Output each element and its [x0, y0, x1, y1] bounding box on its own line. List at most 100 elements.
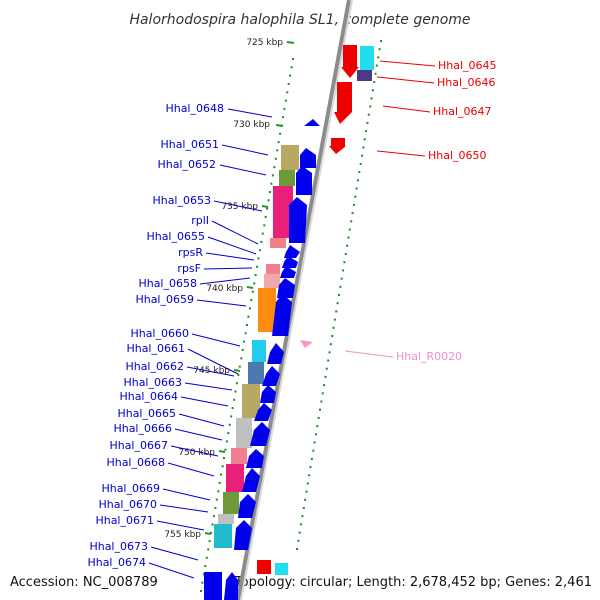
track-dot: [208, 540, 211, 543]
forward-gene-label[interactable]: Hhal_0674: [87, 556, 146, 569]
track-dot: [200, 590, 202, 592]
track-dot: [263, 224, 266, 227]
label-leader-line: [205, 252, 255, 261]
inner-dotted-track: [200, 58, 294, 592]
track-dot: [217, 490, 220, 493]
forward-gene-label[interactable]: Hhal_0673: [89, 540, 148, 553]
reverse-gene-label[interactable]: Hhal_0650: [428, 149, 487, 162]
forward-gene-label[interactable]: Hhal_0662: [125, 360, 184, 373]
track-dot: [261, 232, 264, 235]
forward-gene-label[interactable]: Hhal_0669: [101, 482, 160, 495]
reverse-gene-hhal-0650[interactable]: [329, 138, 346, 154]
track-dot: [234, 390, 237, 393]
forward-gene-block-2[interactable]: [258, 245, 300, 336]
forward-gene-hhal-0648[interactable]: [304, 119, 320, 126]
forward-gene-label[interactable]: rpsR: [178, 246, 203, 259]
track-dot: [333, 318, 336, 321]
outer-dotted-track: [296, 40, 382, 550]
forward-gene-label[interactable]: Hhal_0651: [160, 138, 219, 151]
label-leader-line: [221, 144, 269, 156]
track-dot: [205, 556, 208, 559]
track-dot: [313, 441, 316, 444]
track-dot: [369, 105, 372, 108]
reverse-gene-label[interactable]: Hhal_0645: [438, 59, 497, 72]
track-dot: [244, 332, 247, 335]
track-dot: [204, 565, 207, 568]
forward-gene-label[interactable]: rpsF: [177, 262, 201, 275]
track-dot: [329, 343, 332, 346]
track-dot: [214, 506, 217, 509]
ruler-label: 740 kbp: [206, 284, 243, 294]
forward-gene-label[interactable]: Hhal_0663: [123, 376, 182, 389]
label-leader-line: [186, 366, 235, 377]
label-leader-line: [178, 413, 225, 427]
track-dot: [240, 357, 243, 360]
label-leader-line: [191, 333, 241, 347]
track-dot: [327, 359, 330, 362]
forward-gene-label[interactable]: Hhal_0660: [130, 327, 189, 340]
forward-gene-label[interactable]: Hhal_0648: [165, 102, 224, 115]
label-leader-line: [187, 348, 239, 375]
forward-gene-block-3[interactable]: [214, 340, 284, 550]
forward-gene-label[interactable]: Hhal_0659: [135, 293, 194, 306]
forward-gene-label[interactable]: Hhal_0665: [117, 407, 176, 420]
reverse-gene-label[interactable]: Hhal_0647: [433, 105, 492, 118]
forward-gene-label[interactable]: Hhal_0664: [119, 390, 178, 403]
rna-gene-hhal-r0020[interactable]: [300, 340, 313, 348]
track-dot: [212, 515, 215, 518]
ruler-label: 755 kbp: [164, 530, 201, 540]
forward-gene-label[interactable]: Hhal_0670: [98, 498, 157, 511]
ruler-label: 745 kbp: [193, 366, 230, 376]
track-dot: [317, 416, 320, 419]
track-dot: [319, 408, 321, 411]
track-dot: [225, 440, 228, 443]
label-leader-line: [196, 299, 247, 307]
forward-gene-label[interactable]: Hhal_0655: [146, 230, 205, 243]
track-dot: [305, 490, 308, 493]
forward-gene-label[interactable]: Hhal_0668: [106, 456, 165, 469]
forward-gene-label[interactable]: Hhal_0667: [109, 439, 168, 452]
forward-gene-label[interactable]: Hhal_0658: [138, 277, 197, 290]
track-dot: [286, 91, 289, 94]
forward-gene-block-1[interactable]: [270, 145, 316, 248]
track-dot: [320, 400, 323, 403]
reverse-gene-hhal-0645[interactable]: [341, 45, 374, 81]
label-leader-line: [207, 236, 257, 255]
ruler-tick-755: 755 kbp: [164, 530, 212, 540]
reverse-gene-hhal-0647[interactable]: [334, 82, 352, 124]
forward-gene-label[interactable]: Hhal_0666: [113, 422, 172, 435]
reverse-gene-label[interactable]: Hhal_0646: [437, 76, 496, 89]
track-dot: [254, 274, 257, 277]
rna-gene-label[interactable]: Hhal_R0020: [396, 350, 462, 363]
forward-gene-label[interactable]: Hhal_0653: [152, 194, 211, 207]
track-dot: [300, 523, 303, 526]
track-dot: [375, 64, 378, 67]
forward-gene-label[interactable]: Hhal_0671: [95, 514, 154, 527]
track-dot: [243, 340, 246, 343]
track-dot: [354, 195, 357, 198]
map-title: Halorhodospira halophila SL1, complete g…: [129, 12, 470, 28]
track-dot: [247, 315, 250, 318]
forward-gene-label[interactable]: Hhal_0661: [126, 342, 185, 355]
track-dot: [302, 507, 305, 509]
reverse-gene-bottom[interactable]: [257, 560, 288, 575]
track-dot: [264, 215, 267, 218]
forward-gene-label[interactable]: rplI: [191, 214, 209, 227]
forward-gene-block-4[interactable]: [204, 572, 238, 600]
track-dot: [378, 48, 381, 51]
label-leader-line: [148, 562, 195, 579]
track-dot: [248, 307, 251, 310]
forward-gene-label[interactable]: Hhal_0652: [157, 158, 216, 171]
track-dot: [371, 89, 374, 92]
track-dot: [351, 212, 354, 215]
ruler-label: 735 kbp: [221, 202, 258, 212]
track-dot: [250, 299, 253, 302]
track-dot: [221, 465, 224, 468]
ruler-tick-750: 750 kbp: [178, 448, 226, 458]
label-leader-line: [167, 462, 215, 477]
label-leader-line: [376, 150, 426, 157]
label-leader-line: [162, 488, 211, 501]
track-dot: [251, 290, 254, 293]
track-dot: [344, 253, 347, 255]
